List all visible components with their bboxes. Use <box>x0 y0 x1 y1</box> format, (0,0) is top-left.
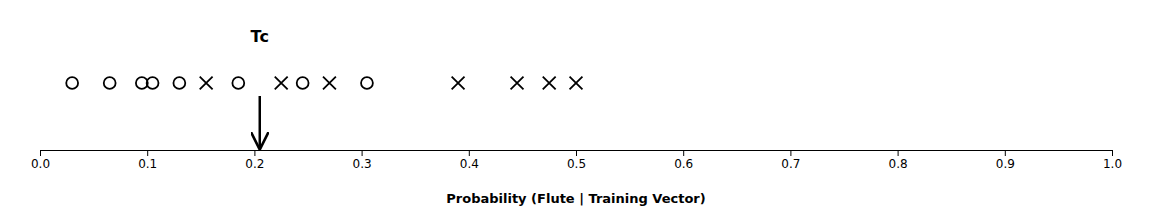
x-marker <box>200 77 213 90</box>
tick-label: 0.0 <box>31 157 50 171</box>
marks <box>66 77 582 148</box>
tick: 0.4 <box>460 150 479 171</box>
o-marker <box>232 77 244 89</box>
threshold-arrow <box>259 96 262 148</box>
tick: 0.7 <box>781 150 800 171</box>
o-marker <box>361 77 373 89</box>
x-axis-title: Probability (Flute | Training Vector) <box>446 191 705 206</box>
tick-label: 0.8 <box>889 157 908 171</box>
threshold-label: Tc <box>251 27 269 46</box>
tick-label: 0.9 <box>996 157 1015 171</box>
tick-mark <box>40 150 41 156</box>
o-marker <box>66 77 78 89</box>
x-marker <box>570 77 583 90</box>
axis-line <box>41 151 1113 157</box>
tick-mark <box>362 150 363 156</box>
tick-label: 0.5 <box>567 157 586 171</box>
plot: 0.0 0.1 0.2 0.3 0.4 0.5 0.6 0.7 0.8 0.9 1.0 Tc <box>31 27 1122 171</box>
x-marker <box>543 77 556 90</box>
tick-mark <box>898 150 899 156</box>
tick-mark <box>1005 150 1006 156</box>
x-marker <box>323 77 336 90</box>
chart: 0.0 0.1 0.2 0.3 0.4 0.5 0.6 0.7 0.8 0.9 1.0 Tc Proba… <box>0 0 1152 213</box>
tick-mark <box>683 150 684 156</box>
tick: 0.9 <box>996 150 1015 171</box>
tick: 0.5 <box>567 150 586 171</box>
o-marker <box>104 77 116 89</box>
tick: 0.2 <box>245 150 264 171</box>
tick: 0.1 <box>138 150 157 171</box>
o-marker <box>297 77 309 89</box>
tick-label: 0.2 <box>245 157 264 171</box>
x-marker <box>275 77 288 90</box>
tick-mark <box>469 150 470 156</box>
tick-label: 0.6 <box>674 157 693 171</box>
o-marker <box>173 77 185 89</box>
series <box>200 77 583 90</box>
tick: 1.0 <box>1103 150 1122 171</box>
tick-label: 0.1 <box>138 157 157 171</box>
tick-label: 1.0 <box>1103 157 1122 171</box>
tick: 0.8 <box>889 150 908 171</box>
tick: 0.0 <box>31 150 50 171</box>
tick: 0.6 <box>674 150 693 171</box>
tick-mark <box>576 150 577 156</box>
series <box>66 77 373 89</box>
tick-label: 0.3 <box>353 157 372 171</box>
tick: 0.3 <box>353 150 372 171</box>
x-marker <box>511 77 524 90</box>
tick-mark <box>147 150 148 156</box>
o-marker <box>147 77 159 89</box>
tick-mark <box>1112 150 1113 156</box>
tick-mark <box>790 150 791 156</box>
tick-mark <box>254 150 255 156</box>
tick-label: 0.4 <box>460 157 479 171</box>
tick-label: 0.7 <box>781 157 800 171</box>
x-axis: 0.0 0.1 0.2 0.3 0.4 0.5 0.6 0.7 0.8 0.9 1.0 <box>31 150 1122 171</box>
x-marker <box>452 77 465 90</box>
